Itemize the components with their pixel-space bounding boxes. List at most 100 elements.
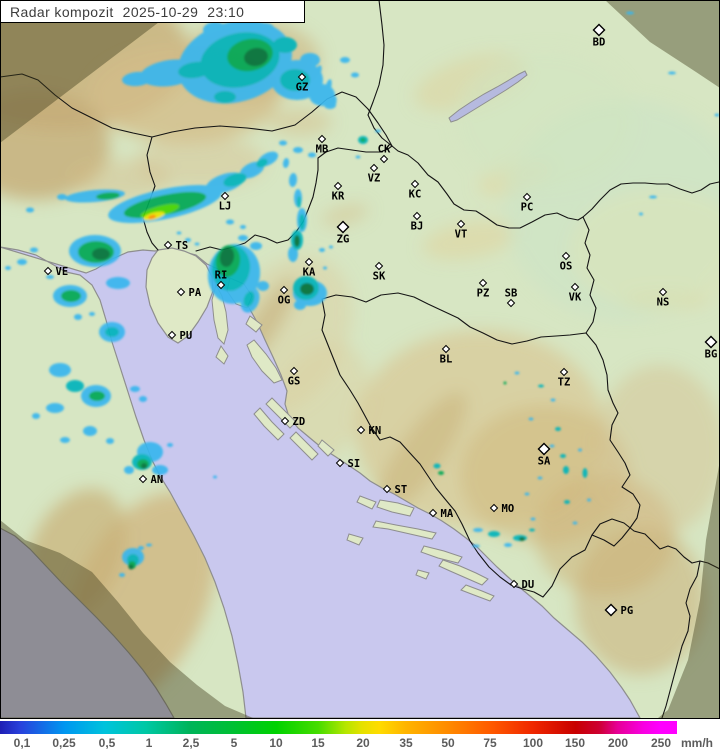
radar-map-canvas: GZ BD MB CK VZ KC KR LJ PC BJ VT ZG TS VE OS SK KA RI PA OG… [0,0,720,719]
intensity-legend: 0,1 0,25 0,5 1 2,5 5 10 15 20 35 50 75 100 150 200 250 … [0,719,720,751]
city-marker-diamond [336,220,350,234]
city-ve: VE [43,266,68,278]
city-marker-diamond [333,181,343,191]
radar-echo [639,212,643,216]
city-sa: SA [537,442,551,468]
lake-balaton [448,70,528,123]
terrain-relief [0,0,720,708]
city-marker-diamond [412,211,422,221]
city-bj: BJ [411,211,423,233]
radar-echo [49,363,71,377]
city-ns: NS [657,287,669,309]
radar-echo [243,291,255,307]
legend-tick: 10 [269,736,283,750]
city-ri: RI [215,270,227,290]
radar-echo [514,371,520,375]
city-marker-diamond [509,579,519,589]
city-label: PG [621,605,634,617]
radar-echo [178,61,212,79]
city-vt: VT [455,219,467,241]
city-kr: KR [332,181,345,203]
date-label: 2025-10-29 [122,3,199,20]
city-marker-diamond [478,278,488,288]
city-si: SI [335,458,360,470]
city-label: KN [369,425,382,437]
city-marker-diamond [561,251,571,261]
city-marker-diamond [369,163,379,173]
radar-echo [528,417,534,421]
radar-echo [257,281,269,291]
radar-echo [141,463,147,469]
radar-echo [57,194,67,200]
city-marker-diamond [335,458,345,468]
istria-peninsula [145,247,214,344]
radar-echo [340,57,350,63]
legend-tick: 20 [356,736,370,750]
radar-echo [473,528,483,532]
radar-echo [530,517,536,521]
radar-echo [331,96,337,108]
radar-echo [300,53,320,67]
city-bl: BL [440,344,453,366]
city-zd: ZD [280,416,306,428]
radar-echo [324,79,332,97]
city-label: OS [560,261,573,273]
city-ka: KA [303,257,316,279]
radar-echo [238,235,248,241]
legend-unit: mm/h [680,736,714,750]
city-marker-diamond [592,23,606,37]
city-marker-diamond [382,484,392,494]
radar-echo [578,448,582,452]
city-label: TS [176,240,189,252]
city-lj: LJ [219,191,232,213]
radar-echo [256,158,268,168]
national-borders [0,0,720,719]
title-bar: Radar kompozit 2025-10-29 23:10 [1,1,305,23]
radar-echo [549,444,555,448]
city-label: CK [378,144,391,156]
radar-echo [524,492,530,496]
legend-tick: 100 [522,736,544,750]
city-label: PU [180,330,193,342]
city-label: BL [440,354,453,366]
city-marker-diamond [304,257,314,267]
city-label: GS [288,376,301,388]
legend-tick: 35 [399,736,413,750]
legend-tick: 0,5 [98,736,116,750]
city-og: OG [278,285,290,307]
city-marker-diamond [704,335,718,349]
radar-echo [282,158,290,168]
city-label: MO [502,503,515,515]
radar-echo [288,246,298,262]
radar-echo [587,498,591,502]
radar-echo [226,219,234,225]
radar-echo [714,113,720,117]
city-marker-diamond [506,298,516,308]
city-label: ZG [337,234,350,246]
city-label: MA [441,508,454,520]
city-bg: BG [704,335,718,361]
radar-echo [503,381,507,385]
radar-echo [138,546,144,550]
radar-echo [223,173,247,187]
radar-echo [61,290,81,302]
city-label: VZ [368,173,381,185]
city-label: PZ [477,288,490,300]
city-label: LJ [219,201,232,213]
radar-echo [351,72,359,78]
radar-echo [128,564,134,570]
radar-echo [560,454,566,458]
radar-echo [46,403,64,413]
city-label: SB [505,288,518,300]
radar-echo [176,231,182,235]
city-label: ZD [293,416,306,428]
radar-echo [299,214,305,230]
city-ma: MA [428,508,454,520]
radar-echo [504,543,512,547]
city-tz: TZ [558,367,570,389]
city-label: MB [316,144,329,156]
radar-echo [146,543,152,547]
city-pa: PA [176,287,202,299]
radar-echo [519,537,525,541]
city-marker-diamond [289,366,299,376]
